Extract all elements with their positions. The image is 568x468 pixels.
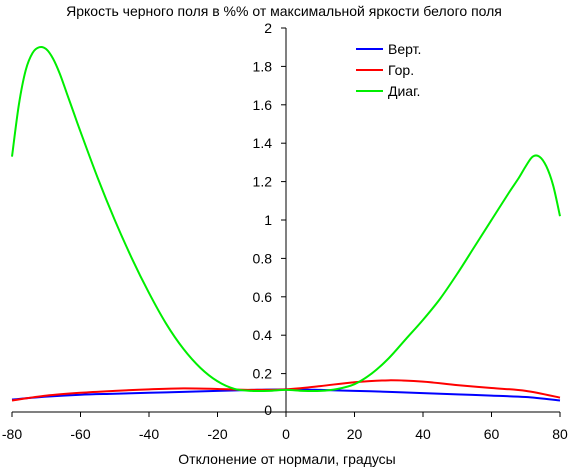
y-tick-label: 1.6 <box>253 97 273 113</box>
x-tick-label: -40 <box>139 426 159 442</box>
legend-label-2: Диаг. <box>388 83 420 99</box>
x-tick-label: 60 <box>484 426 500 442</box>
y-tick-label: 1 <box>264 212 272 228</box>
legend: Верт. Гор. Диаг. <box>356 41 421 99</box>
x-tick-label: -20 <box>207 426 227 442</box>
x-axis-label: Отклонение от нормали, градусы <box>178 451 395 467</box>
x-tick-label: -60 <box>70 426 90 442</box>
x-tick-label: 80 <box>552 426 568 442</box>
y-tick-label: 1.4 <box>253 135 273 151</box>
series-line-2 <box>11 45 561 393</box>
y-tick-label: 0 <box>264 402 272 418</box>
x-tick-label: 0 <box>282 426 290 442</box>
y-tick-label: 2 <box>264 20 272 36</box>
y-tick-label: 1.2 <box>253 174 273 190</box>
y-tick-label: 0.2 <box>253 366 273 382</box>
y-tick-label: 0.4 <box>253 327 273 343</box>
y-tick-label: 1.8 <box>253 58 273 74</box>
x-tick-label: -80 <box>2 426 22 442</box>
x-tick-label: 20 <box>347 426 363 442</box>
legend-label-0: Верт. <box>388 41 421 57</box>
series-layer <box>11 45 561 402</box>
y-tick-label: 0.6 <box>253 289 273 305</box>
x-tick-label: 40 <box>415 426 431 442</box>
axes: -80 -60 -40 -20 0 20 40 60 800.20.40.60.811.21.4… <box>2 20 568 442</box>
chart-title: Яркость черного поля в %% от максимально… <box>66 3 502 19</box>
legend-label-1: Гор. <box>388 62 414 78</box>
y-tick-label: 0.8 <box>253 250 273 266</box>
